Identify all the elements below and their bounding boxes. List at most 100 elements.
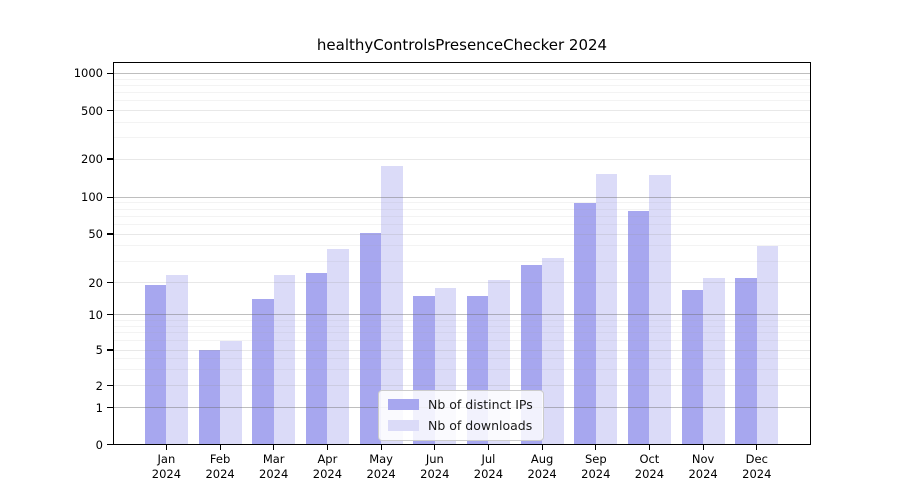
gridline-minor-y-8 (113, 325, 810, 327)
y-axis-label-500: 500 (81, 103, 103, 118)
x-axis-label-jun: Jun 2024 (420, 452, 450, 481)
gridline-minor-y-40 (113, 245, 810, 247)
x-axis-label-oct: Oct 2024 (634, 452, 665, 481)
bar-sep-2024-nb-of-downloads (595, 174, 618, 444)
bar-may-2024-nb-of-downloads (381, 166, 403, 444)
y-axis-label-10: 10 (88, 307, 103, 322)
gridline-minor-y-600 (113, 100, 810, 102)
bar-apr-2024-nb-of-downloads (327, 248, 349, 444)
x-axis-tick-jun (434, 445, 436, 451)
bar-dec-2024-nb-of-downloads (756, 245, 779, 444)
bar-sep-2024-nb-of-distinct-ips (574, 202, 596, 444)
gridline-y-50 (113, 233, 810, 235)
gridline-minor-y-7 (113, 332, 810, 334)
y-axis-label-0: 0 (95, 437, 103, 452)
y-axis-tick-20 (107, 282, 113, 284)
x-axis-tick-jul (487, 445, 489, 451)
bar-dec-2024-nb-of-distinct-ips (735, 277, 757, 444)
x-axis-tick-nov (702, 445, 704, 451)
y-axis-tick-100 (107, 196, 113, 198)
gridline-minor-y-400 (113, 122, 810, 123)
bar-jan-2024-nb-of-distinct-ips (144, 285, 167, 444)
x-axis-label-mar: Mar 2024 (259, 452, 289, 481)
x-axis-label-sep: Sep 2024 (581, 452, 611, 481)
gridline-minor-y-4 (113, 358, 810, 360)
x-axis-label-may: May 2024 (366, 452, 396, 481)
gridline-minor-y-60 (113, 223, 810, 225)
gridline-y-20 (113, 282, 810, 284)
y-axis-tick-1 (107, 407, 113, 409)
bar-mar-2024-nb-of-downloads (273, 275, 296, 444)
legend-row-downloads: Nb of downloads (388, 417, 534, 434)
gridline-minor-y-800 (113, 84, 810, 86)
chart-title: healthyControlsPresenceChecker 2024 (316, 36, 608, 54)
y-axis-label-1000: 1000 (73, 66, 103, 81)
downloads-swatch (388, 420, 419, 431)
gridline-minor-y-90 (113, 202, 810, 204)
legend-row-distinct-ips: Nb of distinct IPs (388, 396, 534, 413)
bar-may-2024-nb-of-distinct-ips (359, 233, 382, 444)
bar-mar-2024-nb-of-distinct-ips (252, 299, 274, 444)
gridline-minor-y-900 (113, 78, 810, 80)
bar-aug-2024-nb-of-downloads (542, 257, 564, 444)
gridline-minor-y-80 (113, 208, 810, 210)
y-axis-label-50: 50 (88, 227, 103, 241)
gridline-minor-y-700 (113, 92, 810, 93)
y-axis-tick-200 (107, 158, 113, 160)
x-axis-tick-feb (219, 445, 221, 451)
gridline-minor-y-300 (113, 137, 810, 139)
x-axis-tick-mar (273, 445, 275, 451)
y-axis-tick-2 (107, 385, 113, 387)
bar-feb-2024-nb-of-downloads (220, 340, 242, 444)
x-axis-tick-oct (648, 445, 650, 451)
gridline-y-5 (113, 349, 810, 351)
y-axis-label-200: 200 (81, 152, 103, 166)
bar-jan-2024-nb-of-downloads (166, 275, 188, 444)
x-axis-tick-may (380, 445, 382, 451)
plot-area (112, 62, 811, 446)
x-axis-tick-sep (595, 445, 597, 451)
gridline-minor-y-30 (113, 260, 810, 262)
y-axis-tick-50 (107, 233, 113, 235)
gridline-minor-y-3 (113, 369, 810, 371)
gridline-y-100 (113, 196, 810, 198)
y-axis-label-1: 1 (95, 400, 103, 415)
gridline-minor-y-70 (113, 215, 810, 217)
gridline-y-200 (113, 158, 810, 160)
bar-oct-2024-nb-of-distinct-ips (627, 211, 650, 444)
y-axis-label-5: 5 (95, 343, 103, 357)
x-axis-tick-aug (541, 445, 543, 451)
x-axis-tick-apr (326, 445, 328, 451)
gridline-minor-y-6 (113, 340, 810, 342)
x-axis-label-nov: Nov 2024 (688, 452, 718, 481)
y-axis-tick-5 (107, 349, 113, 351)
gridline-y-10 (113, 314, 810, 316)
distinct-ips-legend-label: Nb of distinct IPs (428, 397, 533, 412)
y-axis-tick-0 (107, 444, 113, 446)
gridline-y-500 (113, 110, 810, 112)
y-axis-tick-500 (107, 110, 113, 112)
y-axis-tick-1000 (107, 72, 113, 74)
gridline-y-2 (113, 385, 810, 387)
x-axis-tick-dec (756, 445, 758, 451)
bar-oct-2024-nb-of-downloads (649, 174, 671, 444)
bar-nov-2024-nb-of-downloads (703, 277, 725, 444)
x-axis-label-aug: Aug 2024 (527, 452, 557, 481)
x-axis-label-apr: Apr 2024 (312, 452, 343, 481)
bar-apr-2024-nb-of-distinct-ips (305, 273, 328, 444)
x-axis-label-jan: Jan 2024 (151, 452, 182, 481)
bar-nov-2024-nb-of-distinct-ips (681, 290, 704, 444)
bar-feb-2024-nb-of-distinct-ips (198, 350, 221, 444)
x-axis-tick-jan (165, 445, 167, 451)
y-axis-tick-10 (107, 314, 113, 316)
gridline-minor-y-9 (113, 319, 810, 321)
downloads-legend-label: Nb of downloads (428, 418, 533, 433)
legend-box: Nb of distinct IPs Nb of downloads (378, 390, 544, 441)
y-axis-label-2: 2 (95, 378, 103, 393)
x-axis-label-dec: Dec 2024 (742, 452, 772, 481)
gridline-y-1000 (113, 72, 810, 74)
x-axis-label-feb: Feb 2024 (205, 452, 235, 481)
distinct-ips-swatch (388, 399, 419, 410)
y-axis-label-20: 20 (88, 275, 103, 290)
